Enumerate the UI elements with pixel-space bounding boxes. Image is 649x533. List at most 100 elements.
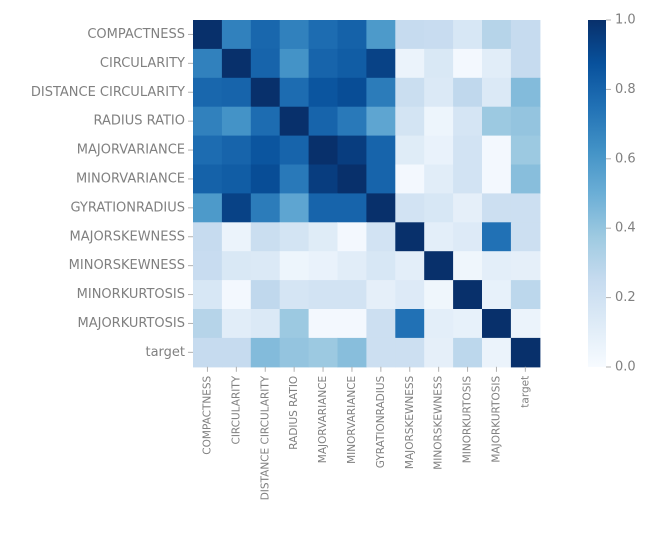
heatmap-cell	[193, 106, 223, 137]
heatmap-cell	[510, 222, 541, 252]
row-label: DISTANCE CIRCULARITY	[31, 85, 185, 100]
row-label: MAJORSKEWNESS	[70, 229, 186, 244]
heatmap-cell	[424, 20, 454, 50]
heatmap-cell	[221, 309, 252, 339]
heatmap-cell	[453, 77, 483, 108]
colorbar: 0.0 0.2 0.4 0.6 0.8 1.0	[588, 13, 636, 375]
heatmap-cell	[366, 20, 396, 50]
heatmap-cell	[510, 193, 541, 223]
heatmap-cell	[193, 48, 223, 79]
heatmap-cell	[366, 337, 396, 368]
heatmap-cell	[395, 77, 425, 108]
column-label: COMPACTNESS	[201, 375, 213, 454]
heatmap-cell	[453, 309, 483, 339]
heatmap-cell	[250, 337, 281, 368]
heatmap-cell	[193, 309, 223, 339]
heatmap-cell	[482, 337, 512, 368]
heatmap-cell	[337, 222, 367, 252]
heatmap-cell	[193, 135, 223, 166]
heatmap-cell	[366, 280, 396, 310]
heatmap-cell	[424, 193, 454, 223]
heatmap-cell	[337, 337, 367, 368]
heatmap-cell	[279, 222, 310, 252]
heatmap-cell	[453, 106, 483, 137]
row-label: MINORKURTOSIS	[77, 287, 185, 302]
row-label: COMPACTNESS	[87, 27, 185, 42]
heatmap-cell	[453, 48, 483, 79]
heatmap-cell	[279, 280, 310, 310]
heatmap-cell	[221, 77, 252, 108]
heatmap-cell	[193, 251, 223, 281]
heatmap-cell	[366, 251, 396, 281]
heatmap-cell	[453, 193, 483, 223]
heatmap-cell	[279, 193, 310, 223]
heatmap-cell	[308, 280, 339, 310]
row-label: MAJORVARIANCE	[77, 143, 185, 158]
heatmap-cell	[395, 48, 425, 79]
heatmap-cell	[510, 20, 541, 50]
heatmap-cell	[193, 164, 223, 194]
heatmap-cell	[366, 164, 396, 194]
heatmap-cell	[250, 193, 281, 223]
row-label: CIRCULARITY	[100, 56, 185, 71]
column-label: MAJORSKEWNESS	[404, 375, 416, 469]
heatmap-cell	[482, 251, 512, 281]
column-label: DISTANCE CIRCULARITY	[259, 375, 271, 500]
heatmap-cell	[510, 77, 541, 108]
heatmap-cell	[193, 222, 223, 252]
column-label: CIRCULARITY	[230, 375, 242, 444]
heatmap-cell	[453, 337, 483, 368]
heatmap-cell	[308, 48, 339, 79]
heatmap-cell	[250, 309, 281, 339]
row-label: target	[145, 345, 185, 360]
heatmap-cell	[337, 135, 367, 166]
colorbar-tick-label: 1.0	[615, 13, 636, 28]
row-label: GYRATIONRADIUS	[71, 200, 186, 215]
heatmap-cell	[395, 106, 425, 137]
heatmap-cell	[366, 222, 396, 252]
heatmap-cell	[337, 309, 367, 339]
row-label: RADIUS RATIO	[93, 114, 185, 129]
heatmap-cell	[308, 77, 339, 108]
heatmap-cell	[482, 48, 512, 79]
heatmap-cell	[482, 135, 512, 166]
column-label: MAJORVARIANCE	[317, 376, 329, 463]
heatmap-cells	[193, 20, 541, 368]
row-label: MAJORKURTOSIS	[78, 316, 186, 331]
heatmap-cell	[510, 280, 541, 310]
heatmap-cell	[250, 251, 281, 281]
heatmap-cell	[279, 337, 310, 368]
heatmap-cell	[482, 20, 512, 50]
heatmap-cell	[395, 251, 425, 281]
heatmap-cell	[337, 193, 367, 223]
heatmap-cell	[337, 48, 367, 79]
heatmap-cell	[221, 337, 252, 368]
heatmap-cell	[308, 251, 339, 281]
heatmap-cell	[424, 164, 454, 194]
heatmap-cell	[308, 337, 339, 368]
column-label: MINORSKEWNESS	[433, 375, 445, 469]
heatmap-cell	[395, 164, 425, 194]
heatmap-cell	[453, 280, 483, 310]
heatmap-cell	[250, 77, 281, 108]
heatmap-cell	[453, 20, 483, 50]
colorbar-tick-label: 0.8	[615, 82, 636, 97]
heatmap-cell	[193, 193, 223, 223]
heatmap-cell	[279, 251, 310, 281]
heatmap-cell	[250, 106, 281, 137]
colorbar-tick-label: 0.2	[615, 290, 636, 305]
heatmap-cell	[279, 77, 310, 108]
heatmap-cell	[482, 106, 512, 137]
heatmap-cell	[193, 337, 223, 368]
heatmap-cell	[395, 193, 425, 223]
heatmap-cell	[337, 280, 367, 310]
heatmap-cell	[193, 77, 223, 108]
heatmap-cell	[424, 135, 454, 166]
heatmap-cell	[424, 337, 454, 368]
column-labels: COMPACTNESS CIRCULARITY DISTANCE CIRCULARI…	[201, 366, 531, 500]
heatmap-cell	[308, 106, 339, 137]
heatmap-cell	[395, 135, 425, 166]
heatmap-cell	[337, 164, 367, 194]
heatmap-cell	[482, 280, 512, 310]
